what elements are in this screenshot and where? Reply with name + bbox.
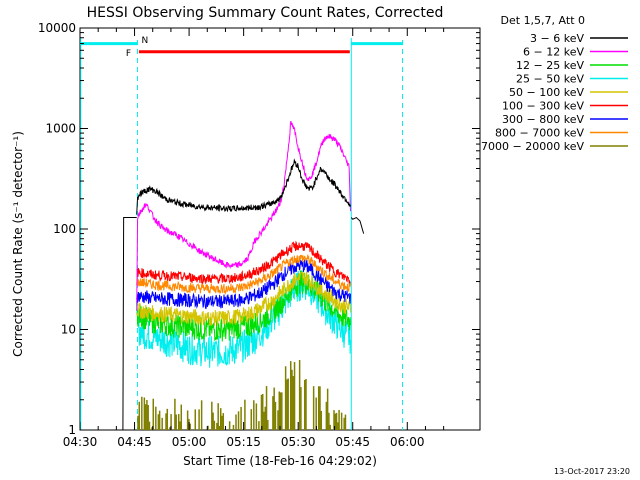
series-1 [136,120,351,311]
x-tick-label: 04:45 [117,435,152,449]
series-8 [137,360,347,430]
marker-F: F [126,49,350,59]
footer-timestamp: 13-Oct-2017 23:20 [554,467,630,476]
plot-data: FN [80,36,404,431]
y-tick-label: 10 [61,323,76,337]
series-line [136,158,351,215]
x-tick-label: 05:30 [281,435,316,449]
marker-N: N [141,36,148,46]
y-tick-label: 1000 [45,122,76,136]
series-2 [136,270,351,342]
legend-label: 100 − 300 keV [502,100,584,113]
marker-label: F [126,49,131,59]
series-line [136,259,351,310]
marker-label: N [141,36,148,46]
legend-header: Det 1,5,7, Att 0 [501,14,585,27]
legend-label: 12 − 25 keV [516,59,584,72]
series-0 [136,158,351,215]
series-line [136,271,351,326]
x-tick-label: 06:00 [390,435,425,449]
x-tick-label: 05:45 [335,435,370,449]
x-tick-label: 04:30 [63,435,98,449]
y-tick-label: 100 [53,222,76,236]
legend-label: 50 − 100 keV [509,86,584,99]
legend-label: 6 − 12 keV [523,46,584,59]
y-tick-label: 1 [68,423,76,437]
legend-label: 7000 − 20000 keV [481,140,584,153]
legend-label: 800 − 7000 keV [495,127,584,140]
series-line [136,120,351,311]
plot-box [79,27,481,431]
y-axis-label: Corrected Count Rate (s⁻¹ detector⁻¹) [11,131,25,357]
chart-title: HESSI Observing Summary Count Rates, Cor… [87,5,444,21]
series-line [136,254,351,296]
series-7 [136,254,351,296]
legend-label: 25 − 50 keV [516,73,584,86]
x-axis-label: Start Time (18-Feb-16 04:29:02) [183,454,377,468]
series-4 [136,271,351,326]
pre-segment [122,217,137,431]
series-5 [136,240,351,285]
y-tick-label: 10000 [38,21,76,35]
legend-label: 3 − 6 keV [530,32,584,45]
post-segment [350,216,365,234]
series-line [136,240,351,285]
x-tick-label: 05:00 [172,435,207,449]
plot-frame [79,27,481,431]
series-line [136,270,351,342]
x-tick-label: 05:15 [226,435,261,449]
axes: 1 10 100 1000 10000 04:30 04:45 05:00 05:15 05:30… [38,21,481,449]
legend-label: 300 − 800 keV [502,113,584,126]
series-6 [136,259,351,310]
